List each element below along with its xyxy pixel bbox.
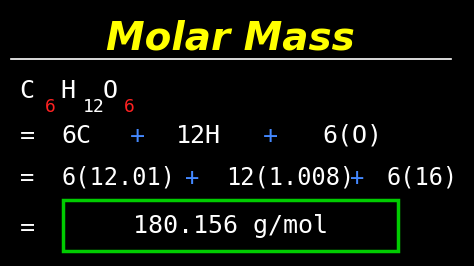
Text: +: + [350,166,365,190]
Text: Molar Mass: Molar Mass [106,20,355,58]
Text: 6(12.01): 6(12.01) [61,166,175,190]
Text: 12H: 12H [176,124,221,148]
Text: H: H [60,79,75,103]
Text: +: + [263,124,278,148]
Text: 12(1.008): 12(1.008) [226,166,355,190]
Text: 6(16): 6(16) [387,166,458,190]
Text: 6: 6 [45,98,56,116]
Text: +: + [130,124,145,148]
Text: 6: 6 [124,98,135,116]
Text: =: = [20,166,34,190]
Text: =: = [20,216,35,240]
Text: 12: 12 [83,98,105,116]
Text: 180.156 g/mol: 180.156 g/mol [133,214,328,238]
Text: O: O [102,79,117,103]
Text: +: + [185,166,199,190]
Text: 6(O): 6(O) [322,124,383,148]
Text: =: = [20,124,35,148]
Text: C: C [20,79,35,103]
Text: 6C: 6C [61,124,91,148]
